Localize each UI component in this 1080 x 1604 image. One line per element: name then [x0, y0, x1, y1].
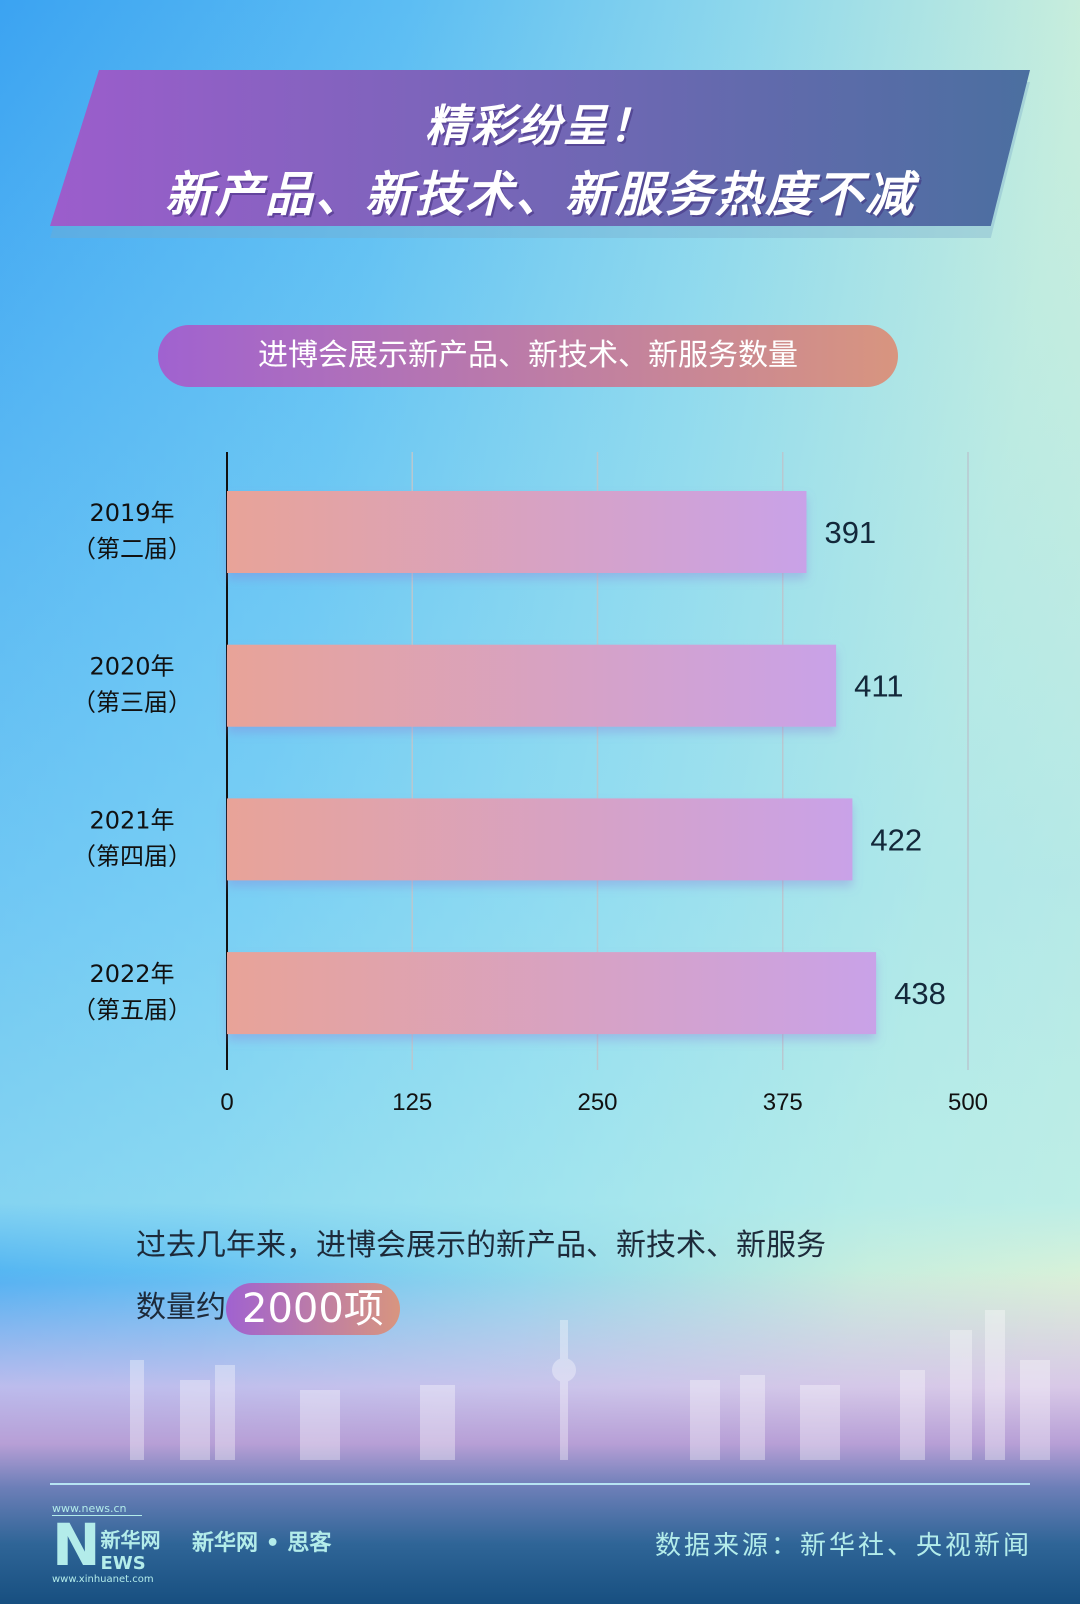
- x-tick-label: 125: [392, 1089, 432, 1116]
- title-line-1: 精彩纷呈！: [425, 101, 655, 152]
- brand-name: 新华网 • 思客: [192, 1531, 332, 1556]
- y-category-sublabel: （第四届）: [72, 842, 192, 870]
- bottom-background: [0, 1270, 1080, 1604]
- summary-prefix: 数量约: [136, 1290, 226, 1325]
- x-tick-label: 0: [220, 1089, 233, 1116]
- title-line-2: 新产品、新技术、新服务热度不减: [164, 167, 915, 223]
- y-category-label: 2022年: [89, 960, 174, 988]
- city-skyline-illustration: [130, 1310, 1050, 1460]
- bar: [227, 952, 877, 1035]
- title-banner: [50, 70, 1030, 226]
- x-tick-label: 250: [577, 1089, 617, 1116]
- y-category-sublabel: （第五届）: [72, 996, 192, 1024]
- y-category-sublabel: （第二届）: [72, 535, 192, 563]
- bar: [227, 798, 853, 881]
- chart-title: 进博会展示新产品、新技术、新服务数量: [158, 325, 898, 387]
- bar-value-label: 411: [854, 669, 903, 704]
- bar-value-label: 438: [894, 976, 946, 1011]
- xinhuanet-logo: www.news.cn N 新华网 EWS www.xinhuanet.com: [52, 1502, 161, 1585]
- x-tick-label: 500: [948, 1089, 988, 1116]
- bar-value-label: 391: [824, 515, 876, 550]
- highlight-count: 2000项: [226, 1282, 400, 1335]
- y-category-label: 2019年: [89, 499, 174, 527]
- y-category-sublabel: （第三届）: [72, 689, 192, 717]
- bar-chart: 0 125 250 375 500 391 2019年 （第二届） 411 2020年 （第三届） 4…: [72, 452, 988, 1116]
- data-source: 数据来源：新华社、央视新闻: [654, 1531, 1032, 1561]
- bar: [227, 491, 807, 573]
- x-tick-label: 375: [763, 1089, 803, 1116]
- summary-line-1: 过去几年来，进博会展示的新产品、新技术、新服务: [136, 1228, 826, 1263]
- summary-text: 过去几年来，进博会展示的新产品、新技术、新服务 数量约 2000项: [136, 1215, 826, 1339]
- footer-divider: [50, 1483, 1030, 1485]
- y-category-label: 2020年: [89, 653, 174, 681]
- bar: [227, 644, 837, 727]
- y-category-label: 2021年: [89, 806, 174, 834]
- bar-value-label: 422: [870, 822, 922, 857]
